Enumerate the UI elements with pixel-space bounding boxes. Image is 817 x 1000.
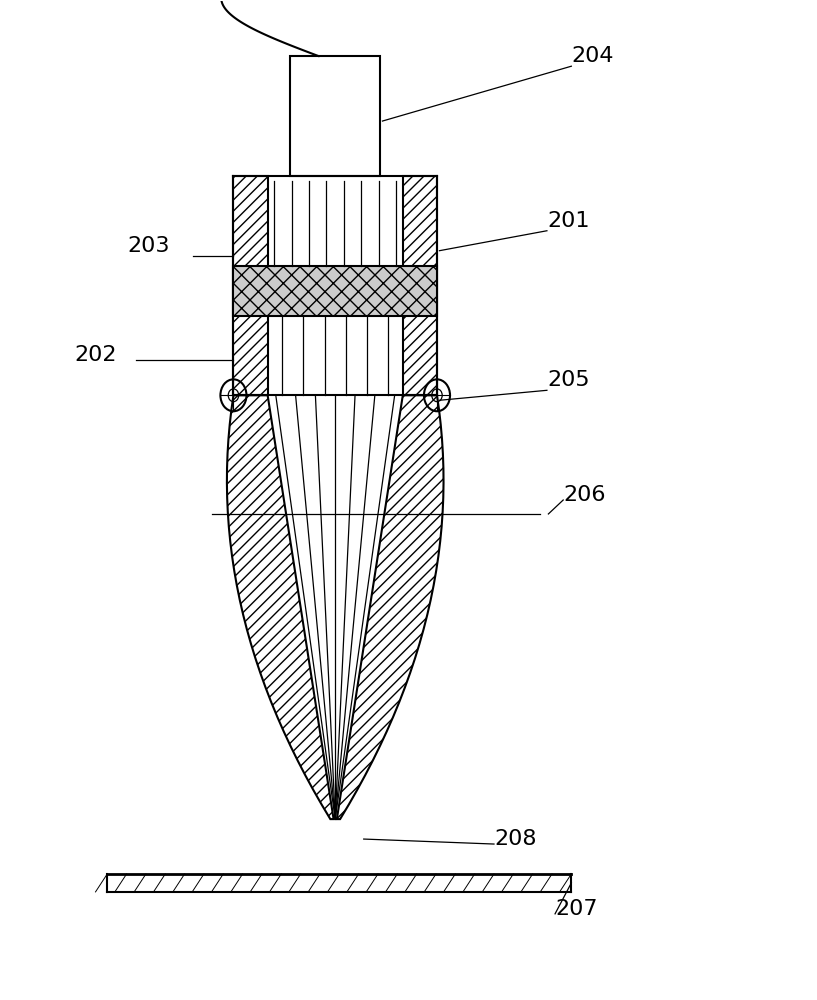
Text: 206: 206 bbox=[563, 485, 605, 505]
Text: 203: 203 bbox=[127, 236, 170, 256]
Text: 208: 208 bbox=[494, 829, 537, 849]
Polygon shape bbox=[337, 395, 444, 819]
Text: 205: 205 bbox=[547, 370, 590, 390]
Polygon shape bbox=[227, 395, 333, 819]
Polygon shape bbox=[234, 176, 268, 395]
Polygon shape bbox=[403, 176, 437, 395]
Polygon shape bbox=[234, 266, 437, 316]
Text: 201: 201 bbox=[547, 211, 589, 231]
Text: 204: 204 bbox=[571, 46, 614, 66]
Text: 207: 207 bbox=[555, 899, 597, 919]
Bar bbox=[290, 56, 380, 176]
Text: 202: 202 bbox=[74, 345, 117, 365]
